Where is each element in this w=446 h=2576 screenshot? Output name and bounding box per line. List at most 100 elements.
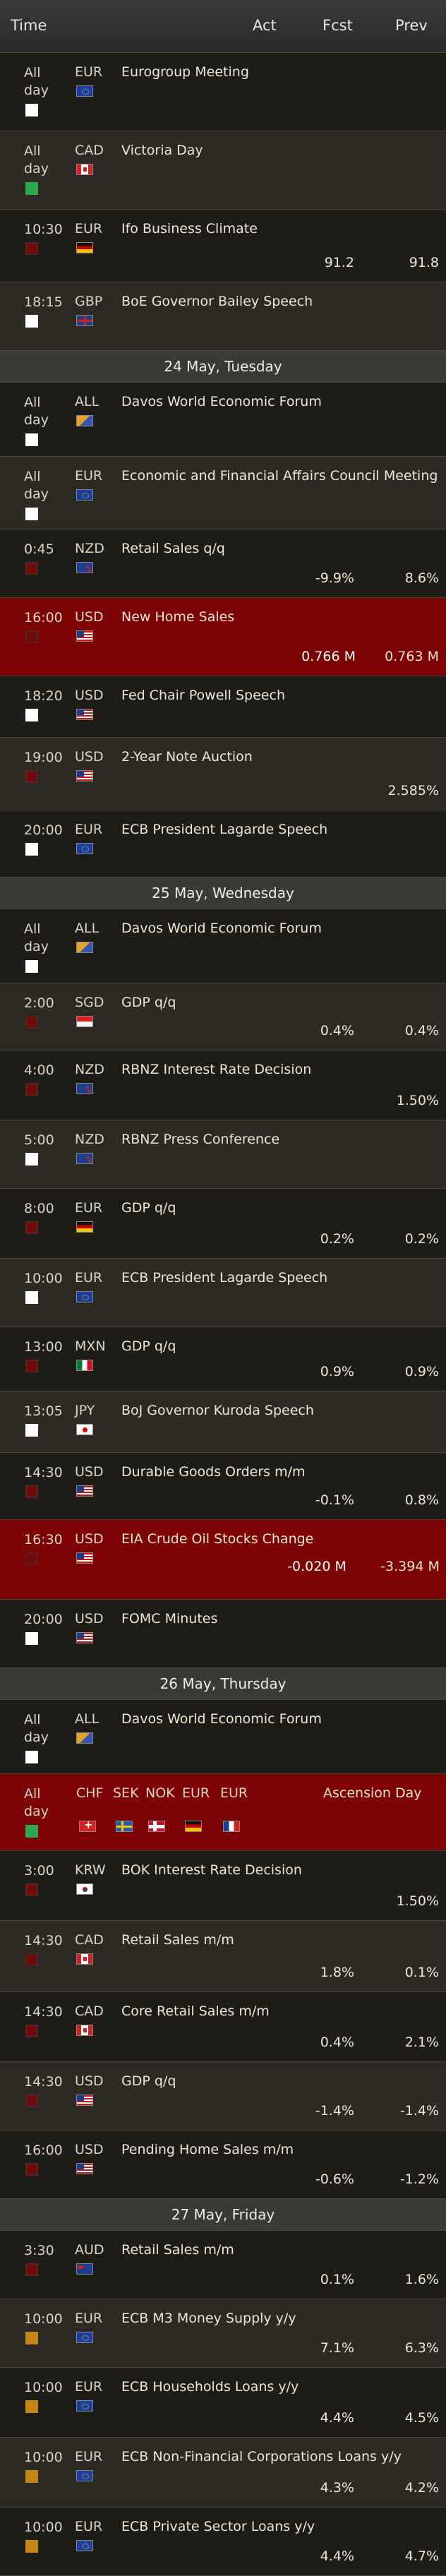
event-row[interactable]: All day EUR Eurogroup Meeting <box>0 53 446 131</box>
currency-code: ALL <box>75 1711 100 1727</box>
event-name[interactable]: Davos World Economic Forum <box>121 394 322 409</box>
event-row[interactable]: 5:00 NZD RBNZ Press Conference <box>0 1120 446 1189</box>
event-row[interactable]: 20:00 USD FOMC Minutes <box>0 1600 446 1668</box>
event-name[interactable]: Fed Chair Powell Speech <box>121 688 285 703</box>
event-row[interactable]: 18:20 USD Fed Chair Powell Speech <box>0 676 446 738</box>
event-name[interactable]: Davos World Economic Forum <box>121 921 322 936</box>
event-row[interactable]: 16:00 USD Pending Home Sales m/m -0.6% -1.2% <box>0 2131 446 2199</box>
event-row[interactable]: 18:15 GBP BoE Governor Bailey Speech <box>0 282 446 351</box>
event-row[interactable]: 3:00 KRW BOK Interest Rate Decision 1.50% <box>0 1851 446 1921</box>
flag-eur-icon <box>76 2540 93 2551</box>
currency-code: USD <box>75 2142 104 2157</box>
event-row[interactable]: 16:30 USD EIA Crude Oil Stocks Change -0.02… <box>0 1520 446 1600</box>
currency-code: CHF <box>76 1785 104 1801</box>
event-row[interactable]: 14:30 CAD Retail Sales m/m 1.8% 0.1% <box>0 1921 446 1992</box>
event-row[interactable]: All day CHF SEK NOK EUR EUR Ascension Day <box>0 1774 446 1851</box>
event-row[interactable]: 10:00 EUR ECB Private Sector Loans y/y 4.4%… <box>0 2508 446 2576</box>
importance-indicator <box>25 843 38 856</box>
event-name[interactable]: GDP q/q <box>121 1200 176 1216</box>
event-row[interactable]: All day ALL Davos World Economic Forum <box>0 383 446 457</box>
event-name[interactable]: EIA Crude Oil Stocks Change <box>121 1531 314 1547</box>
event-name[interactable]: Pending Home Sales m/m <box>121 2142 294 2157</box>
event-row[interactable]: 14:30 USD GDP q/q -1.4% -1.4% <box>0 2062 446 2131</box>
date-separator: 27 May, Friday <box>0 2199 446 2231</box>
event-time: 14:30 <box>24 2004 63 2020</box>
event-name[interactable]: Retail Sales m/m <box>121 2242 234 2258</box>
event-name[interactable]: Retail Sales m/m <box>121 1932 234 1948</box>
event-row[interactable]: 10:00 EUR ECB Households Loans y/y 4.4% 4.5% <box>0 2368 446 2438</box>
importance-indicator <box>25 1424 38 1437</box>
event-name[interactable]: 2-Year Note Auction <box>121 749 253 765</box>
event-time: 19:00 <box>24 750 63 765</box>
event-name[interactable]: FOMC Minutes <box>121 1611 218 1627</box>
event-time: 14:30 <box>24 1465 63 1480</box>
event-name[interactable]: GDP q/q <box>121 2073 176 2089</box>
event-time: 0:45 <box>24 541 54 557</box>
event-name[interactable]: Davos World Economic Forum <box>121 1711 322 1727</box>
forecast-value: 0.2% <box>320 1231 354 1247</box>
event-name[interactable]: Retail Sales q/q <box>121 541 225 556</box>
event-row[interactable]: 16:00 USD New Home Sales 0.766 M 0.763 M <box>0 598 446 676</box>
event-time: 18:20 <box>24 688 63 704</box>
event-name[interactable]: ECB Households Loans y/y <box>121 2379 299 2395</box>
event-name[interactable]: Ifo Business Climate <box>121 221 258 236</box>
event-name[interactable]: Durable Goods Orders m/m <box>121 1464 306 1480</box>
event-time: 16:00 <box>24 2143 63 2158</box>
header-previous: Prev <box>395 17 428 34</box>
event-name[interactable]: ECB Non-Financial Corporations Loans y/y <box>121 2449 402 2464</box>
event-row[interactable]: All day ALL Davos World Economic Forum <box>0 1700 446 1774</box>
event-name[interactable]: New Home Sales <box>121 609 235 625</box>
event-row[interactable]: All day ALL Davos World Economic Forum <box>0 909 446 983</box>
event-row[interactable]: 14:30 CAD Core Retail Sales m/m 0.4% 2.1% <box>0 1992 446 2062</box>
previous-value: 0.1% <box>404 1965 439 1980</box>
event-name[interactable]: GDP q/q <box>121 1338 176 1354</box>
event-row[interactable]: 20:00 EUR ECB President Lagarde Speech <box>0 810 446 877</box>
event-row[interactable]: 10:00 EUR ECB Non-Financial Corporations L… <box>0 2438 446 2508</box>
previous-value: -3.394 M <box>380 1559 440 1574</box>
event-row[interactable]: All day EUR Economic and Financial Affairs… <box>0 457 446 529</box>
currency-code: NZD <box>75 541 104 556</box>
event-name[interactable]: ECB Private Sector Loans y/y <box>121 2519 315 2534</box>
event-row[interactable]: 0:45 NZD Retail Sales q/q -9.9% 8.6% <box>0 529 446 598</box>
event-row[interactable]: 13:00 MXN GDP q/q 0.9% 0.9% <box>0 1327 446 1391</box>
event-name[interactable]: Core Retail Sales m/m <box>121 2003 270 2019</box>
event-row[interactable]: 8:00 EUR GDP q/q 0.2% 0.2% <box>0 1189 446 1259</box>
event-name[interactable]: RBNZ Press Conference <box>121 1132 280 1147</box>
event-name[interactable]: Eurogroup Meeting <box>121 64 249 80</box>
event-name[interactable]: ECB President Lagarde Speech <box>121 1270 328 1286</box>
previous-value: 4.5% <box>404 2410 439 2426</box>
event-row[interactable]: 19:00 USD 2-Year Note Auction 2.585% <box>0 738 446 810</box>
event-name[interactable]: GDP q/q <box>121 995 176 1010</box>
event-row[interactable]: 14:30 USD Durable Goods Orders m/m -0.1% 0.8… <box>0 1453 446 1520</box>
flag-all-icon <box>76 942 93 953</box>
flag-jp-icon <box>76 1424 93 1435</box>
event-row[interactable]: 10:30 EUR Ifo Business Climate 91.2 91.8 <box>0 210 446 282</box>
event-name[interactable]: Victoria Day <box>121 143 203 158</box>
event-name[interactable]: BOK Interest Rate Decision <box>121 1862 302 1878</box>
event-row[interactable]: 13:05 JPY BoJ Governor Kuroda Speech <box>0 1391 446 1453</box>
flag-eur-icon <box>76 2332 93 2343</box>
event-name[interactable]: BoJ Governor Kuroda Speech <box>121 1403 314 1418</box>
flag-cad-icon <box>76 1953 93 1965</box>
event-row[interactable]: 10:00 EUR ECB M3 Money Supply y/y 7.1% 6.3% <box>0 2299 446 2368</box>
currency-code: USD <box>75 1611 104 1627</box>
event-time: 20:00 <box>24 822 63 838</box>
importance-indicator <box>25 770 38 783</box>
event-row[interactable]: All day CAD Victoria Day <box>0 131 446 210</box>
calendar-header: Time Act Fcst Prev <box>0 0 446 53</box>
event-name[interactable]: Economic and Financial Affairs Council M… <box>121 468 438 484</box>
event-row[interactable]: 10:00 EUR ECB President Lagarde Speech <box>0 1259 446 1327</box>
event-name[interactable]: ECB M3 Money Supply y/y <box>121 2311 296 2326</box>
event-row[interactable]: 2:00 SGD GDP q/q 0.4% 0.4% <box>0 983 446 1050</box>
previous-value: 4.7% <box>404 2548 439 2564</box>
event-row[interactable]: 3:30 AUD Retail Sales m/m 0.1% 1.6% <box>0 2231 446 2299</box>
currency-code: EUR <box>220 1785 248 1801</box>
event-name[interactable]: ECB President Lagarde Speech <box>121 822 328 837</box>
previous-value: 2.585% <box>387 783 439 798</box>
importance-indicator <box>25 104 38 116</box>
event-name[interactable]: BoE Governor Bailey Speech <box>121 294 313 309</box>
importance-indicator <box>25 562 38 575</box>
event-name[interactable]: RBNZ Interest Rate Decision <box>121 1062 312 1077</box>
event-time: 2:00 <box>24 995 54 1011</box>
event-row[interactable]: 4:00 NZD RBNZ Interest Rate Decision 1.50% <box>0 1050 446 1120</box>
